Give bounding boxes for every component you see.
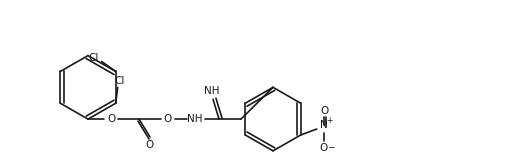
Text: Cl: Cl (88, 53, 99, 63)
Text: O: O (320, 106, 329, 116)
Text: O: O (319, 143, 328, 153)
Text: N: N (320, 120, 328, 130)
Text: O: O (146, 140, 154, 150)
Text: NH: NH (187, 114, 203, 124)
Text: NH: NH (204, 86, 220, 96)
Text: +: + (327, 116, 333, 125)
Text: Cl: Cl (114, 76, 125, 86)
Text: O: O (164, 114, 172, 124)
Text: O: O (107, 114, 115, 124)
Text: −: − (327, 142, 335, 151)
